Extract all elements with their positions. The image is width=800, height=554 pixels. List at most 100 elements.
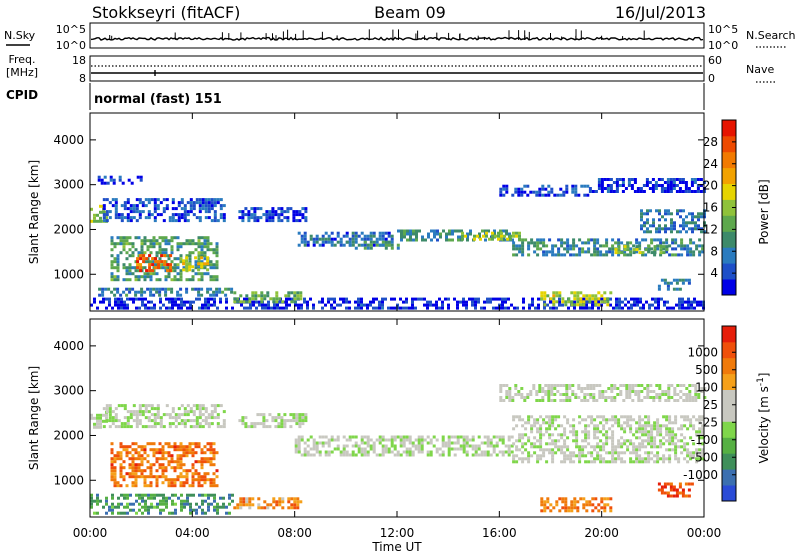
cpid-mode-text: normal (fast) 151	[94, 92, 222, 107]
power-cell	[551, 250, 555, 254]
power-cell	[176, 242, 180, 246]
power-cell	[700, 227, 703, 231]
power-cell	[451, 232, 454, 236]
freq-tick-bottom: 8	[79, 72, 86, 85]
velocity-cell	[110, 460, 114, 464]
velocity-cell	[295, 422, 299, 426]
velocity-cell	[405, 438, 409, 442]
velocity-cell	[560, 445, 564, 449]
velocity-cell	[646, 393, 650, 396]
velocity-cell	[171, 502, 174, 506]
power-cell	[171, 201, 175, 205]
velocity-cell	[194, 451, 198, 455]
velocity-cell	[182, 445, 186, 449]
power-cell	[106, 181, 110, 185]
velocity-cell	[545, 427, 549, 431]
power-cell	[339, 237, 343, 241]
velocity-cell	[572, 451, 576, 455]
power-cell	[675, 278, 679, 282]
velocity-cell	[631, 390, 635, 393]
power-cell	[194, 256, 198, 260]
velocity-cell	[327, 441, 331, 445]
velocity-cell	[539, 442, 543, 446]
power-cell	[636, 297, 639, 301]
velocity-cell	[189, 505, 192, 509]
power-cell	[579, 306, 582, 310]
power-cell	[212, 290, 216, 294]
velocity-cell	[165, 502, 168, 506]
velocity-cell	[524, 448, 528, 452]
power-cell	[656, 238, 660, 242]
velocity-cell	[161, 457, 165, 461]
velocity-cell	[96, 496, 99, 500]
power-cell	[186, 213, 190, 217]
power-cell	[155, 272, 159, 276]
power-cell	[411, 303, 414, 307]
power-cell	[485, 234, 488, 238]
power-cell	[253, 207, 257, 211]
velocity-cell	[159, 508, 162, 512]
velocity-cell	[435, 438, 439, 442]
velocity-cell	[599, 445, 603, 449]
power-cell	[457, 235, 460, 239]
velocity-cell	[593, 418, 597, 422]
velocity-cell	[507, 444, 511, 448]
velocity-cell	[681, 494, 685, 498]
power-cell	[396, 243, 400, 247]
power-cell	[118, 178, 122, 182]
velocity-cell	[557, 439, 561, 443]
velocity-cell	[149, 481, 153, 485]
velocity-cell	[256, 413, 260, 417]
velocity-cell	[548, 436, 552, 440]
power-cell	[113, 242, 117, 246]
power-cell	[491, 231, 494, 235]
velocity-cell	[147, 404, 151, 408]
power-cell	[474, 300, 477, 304]
velocity-cell	[701, 433, 705, 437]
velocity-cell	[366, 441, 370, 445]
velocity-cell	[683, 424, 687, 428]
velocity-cell	[167, 481, 171, 485]
power-cell	[212, 263, 216, 267]
power-cell	[339, 297, 342, 301]
power-cell	[529, 190, 533, 194]
power-cell	[666, 284, 670, 288]
velocity-cell	[128, 463, 132, 467]
power-cell	[255, 300, 258, 304]
power-cell	[448, 229, 451, 233]
velocity-cell	[113, 454, 117, 458]
power-cell	[277, 207, 281, 211]
power-cell	[684, 187, 688, 190]
power-cell	[623, 250, 627, 254]
velocity-cell	[659, 445, 663, 449]
velocity-cell	[677, 445, 681, 449]
power-cell	[296, 294, 300, 298]
power-cell	[270, 306, 273, 310]
power-cell	[96, 213, 99, 217]
power-cell	[621, 184, 625, 187]
power-cell	[663, 190, 667, 193]
velocity-cell	[158, 457, 162, 461]
power-cell	[197, 266, 201, 270]
velocity-cell	[197, 472, 201, 476]
velocity-cell	[201, 407, 205, 411]
velocity-cell	[701, 451, 705, 455]
velocity-cell	[183, 419, 187, 423]
power-cell	[624, 303, 627, 307]
velocity-cell	[554, 445, 558, 449]
power-cell	[192, 300, 195, 304]
power-cell	[126, 297, 129, 301]
velocity-cell	[577, 384, 581, 387]
velocity-cell	[572, 418, 576, 422]
velocity-cell	[147, 511, 150, 515]
power-cell	[372, 240, 376, 244]
velocity-cell	[638, 415, 642, 419]
velocity-cell	[602, 457, 606, 461]
power-cell	[588, 187, 592, 190]
velocity-cell	[272, 506, 276, 510]
velocity-cell	[535, 399, 539, 402]
power-cell	[132, 207, 136, 211]
velocity-cell	[596, 424, 600, 428]
velocity-cell	[366, 435, 370, 439]
power-cell	[200, 293, 204, 297]
